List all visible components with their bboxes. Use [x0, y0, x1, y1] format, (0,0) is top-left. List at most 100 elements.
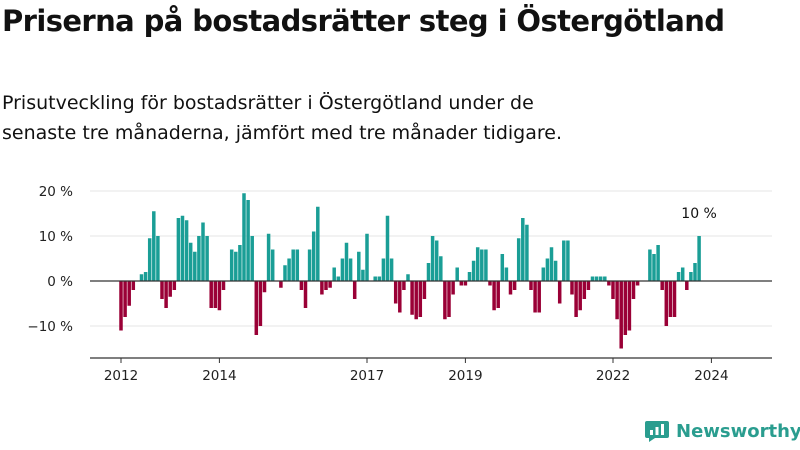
bar	[475, 247, 480, 281]
bar	[180, 215, 185, 281]
bar	[635, 281, 640, 286]
bar	[328, 281, 332, 288]
bar	[508, 281, 513, 295]
bar	[311, 231, 316, 281]
bar	[193, 251, 197, 281]
bar	[443, 281, 447, 320]
bar	[680, 267, 685, 281]
bar	[557, 281, 562, 304]
bar	[607, 281, 611, 286]
bar	[455, 267, 459, 281]
y-tick-label: 10 %	[39, 229, 73, 245]
bar	[451, 281, 455, 295]
bar	[402, 281, 406, 290]
bars	[119, 193, 701, 349]
bar	[467, 272, 472, 281]
bar	[422, 281, 427, 299]
x-tick-label: 2014	[202, 368, 236, 384]
chart-title: Priserna på bostadsrätter steg i Östergö…	[2, 4, 725, 38]
bar	[336, 276, 341, 281]
bar	[500, 254, 505, 281]
bar	[504, 267, 509, 281]
bar	[512, 281, 517, 290]
bar	[664, 281, 669, 326]
bar	[414, 281, 418, 320]
bar	[258, 281, 263, 326]
bar-chart: 20 % 10 % 0 % −10 % 2012 2014 2017 2019 2022 202…	[27, 184, 772, 384]
bar	[594, 276, 599, 281]
bar	[488, 281, 492, 286]
bar	[439, 256, 443, 281]
newsworthy-logo: Newsworthy	[644, 419, 800, 443]
bar	[586, 281, 591, 290]
last-value-annotation: 10 %	[681, 206, 717, 222]
bar	[246, 200, 250, 281]
bar	[352, 281, 357, 299]
bar	[676, 272, 681, 281]
bar	[693, 263, 697, 281]
bar	[521, 218, 525, 281]
bar	[562, 240, 566, 281]
bar	[545, 258, 550, 281]
bar	[566, 240, 570, 281]
bar	[410, 281, 414, 315]
bar	[131, 281, 136, 290]
bar	[660, 281, 664, 290]
bar	[611, 281, 615, 299]
bar	[377, 276, 382, 281]
bar	[582, 281, 587, 299]
bar	[447, 281, 451, 317]
bar	[205, 236, 209, 281]
bar	[603, 276, 607, 281]
bar	[656, 245, 660, 281]
bar	[463, 281, 468, 286]
bar	[168, 281, 172, 297]
bar	[324, 281, 328, 290]
bar	[533, 281, 537, 313]
bar	[254, 281, 259, 335]
bar	[549, 247, 554, 281]
bar	[332, 267, 336, 281]
bar	[291, 249, 295, 281]
bar	[307, 249, 312, 281]
bar	[287, 258, 291, 281]
bar	[537, 281, 541, 313]
bar	[160, 281, 164, 299]
x-tick-label: 2019	[448, 368, 482, 384]
bar	[119, 281, 123, 331]
bar	[344, 242, 349, 281]
bar	[471, 260, 476, 281]
bar	[418, 281, 423, 317]
bar	[209, 281, 213, 308]
bar	[496, 281, 500, 308]
bar	[615, 281, 619, 320]
bar	[631, 281, 636, 299]
bar	[570, 281, 574, 295]
bar	[139, 274, 144, 281]
bar	[303, 281, 308, 308]
bar	[340, 258, 345, 281]
x-tick-label: 2017	[350, 368, 384, 384]
bar	[480, 249, 484, 281]
bar	[648, 249, 652, 281]
bar	[385, 215, 390, 281]
bar	[381, 258, 386, 281]
bar	[689, 272, 693, 281]
brand-name: Newsworthy	[676, 420, 800, 442]
newsworthy-logo-icon	[645, 421, 669, 442]
bar	[270, 249, 275, 281]
bar	[590, 276, 595, 281]
bar	[266, 233, 271, 281]
bar	[357, 251, 361, 281]
bar	[295, 249, 300, 281]
bar	[152, 211, 156, 281]
bar	[578, 281, 582, 311]
bar	[553, 260, 558, 281]
bar	[525, 224, 529, 281]
bar	[574, 281, 578, 317]
bar	[184, 220, 189, 281]
bar	[213, 281, 218, 308]
bar	[316, 206, 320, 281]
bar	[197, 236, 201, 281]
bar	[238, 245, 242, 281]
